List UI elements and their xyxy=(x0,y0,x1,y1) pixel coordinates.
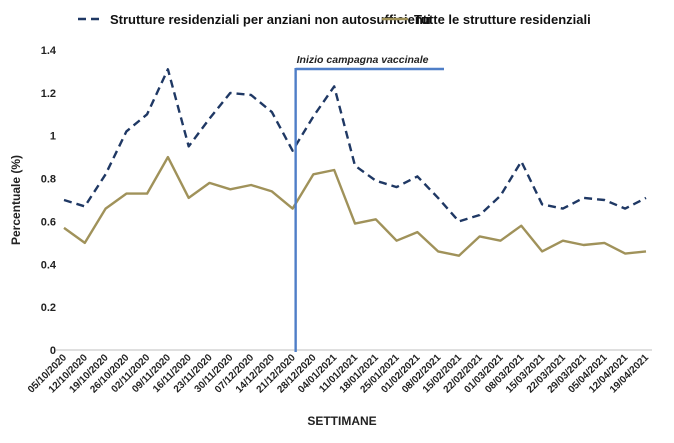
y-tick-label: 0.4 xyxy=(41,259,57,271)
x-axis: 05/10/202012/10/202019/10/202026/10/2020… xyxy=(26,349,652,396)
y-tick-label: 0.6 xyxy=(41,216,56,228)
y-axis-title: Percentuale (%) xyxy=(9,155,23,245)
y-tick-label: 0.2 xyxy=(41,302,56,314)
y-tick-label: 0.8 xyxy=(41,174,56,186)
series-line-tutte xyxy=(63,155,647,257)
annotation-label: Inizio campagna vaccinale xyxy=(297,54,429,66)
vaccination-annotation: Inizio campagna vaccinale xyxy=(294,54,444,352)
y-axis: 0 0.2 0.4 0.6 0.8 1 1.2 1.4 xyxy=(41,45,57,357)
y-tick-label: 1.2 xyxy=(41,88,56,100)
legend: Strutture residenziali per anziani non a… xyxy=(78,12,591,27)
legend-label: Tutte le strutture residenziali xyxy=(414,12,591,27)
series-layer xyxy=(63,68,647,257)
x-axis-title: SETTIMANE xyxy=(307,414,376,428)
y-tick-label: 0 xyxy=(50,345,56,357)
legend-label: Strutture residenziali per anziani non a… xyxy=(110,12,431,27)
y-tick-label: 1 xyxy=(50,131,56,143)
series-line-anziani xyxy=(63,68,647,223)
y-tick-label: 1.4 xyxy=(41,45,57,57)
